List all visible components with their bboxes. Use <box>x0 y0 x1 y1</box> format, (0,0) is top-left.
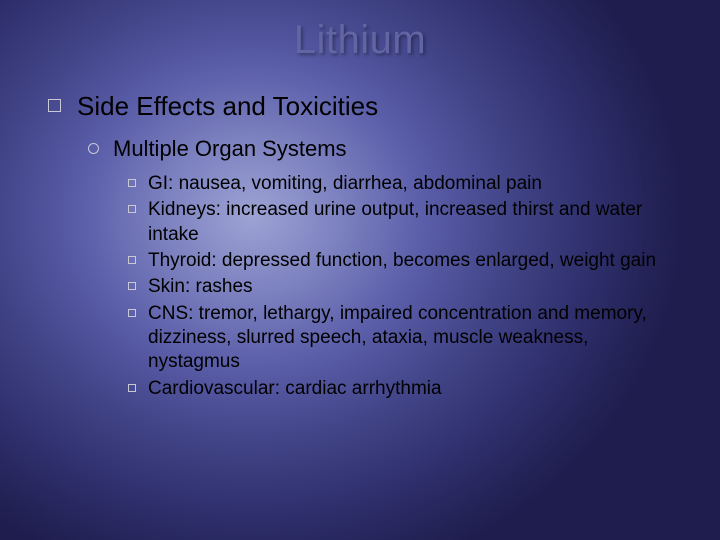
level3-text: GI: nausea, vomiting, diarrhea, abdomina… <box>148 172 542 196</box>
level3-text: Kidneys: increased urine output, increas… <box>148 198 680 247</box>
square-bullet-icon <box>128 205 136 213</box>
square-bullet-icon <box>128 282 136 290</box>
level3-text: Thyroid: depressed function, becomes enl… <box>148 249 656 273</box>
level3-text: Skin: rashes <box>148 275 253 299</box>
square-bullet-icon <box>48 99 61 112</box>
slide: Lithium Side Effects and Toxicities Mult… <box>0 0 720 540</box>
square-bullet-icon <box>128 384 136 392</box>
square-bullet-icon <box>128 309 136 317</box>
square-bullet-icon <box>128 256 136 264</box>
bullet-level3: Kidneys: increased urine output, increas… <box>128 198 680 247</box>
level1-text: Side Effects and Toxicities <box>77 91 378 122</box>
level2-text: Multiple Organ Systems <box>113 136 347 162</box>
level3-text: CNS: tremor, lethargy, impaired concentr… <box>148 302 680 375</box>
bullet-level2: Multiple Organ Systems <box>88 136 680 162</box>
bullet-level3: Skin: rashes <box>128 275 680 299</box>
level3-text: Cardiovascular: cardiac arrhythmia <box>148 377 442 401</box>
bullet-level3: Cardiovascular: cardiac arrhythmia <box>128 377 680 401</box>
bullet-level3: CNS: tremor, lethargy, impaired concentr… <box>128 302 680 375</box>
bullet-level3: Thyroid: depressed function, becomes enl… <box>128 249 680 273</box>
circle-bullet-icon <box>88 143 99 154</box>
square-bullet-icon <box>128 179 136 187</box>
bullet-level1: Side Effects and Toxicities <box>48 91 680 122</box>
bullet-level3: GI: nausea, vomiting, diarrhea, abdomina… <box>128 172 680 196</box>
level3-list: GI: nausea, vomiting, diarrhea, abdomina… <box>128 172 680 401</box>
slide-title: Lithium <box>40 18 680 63</box>
